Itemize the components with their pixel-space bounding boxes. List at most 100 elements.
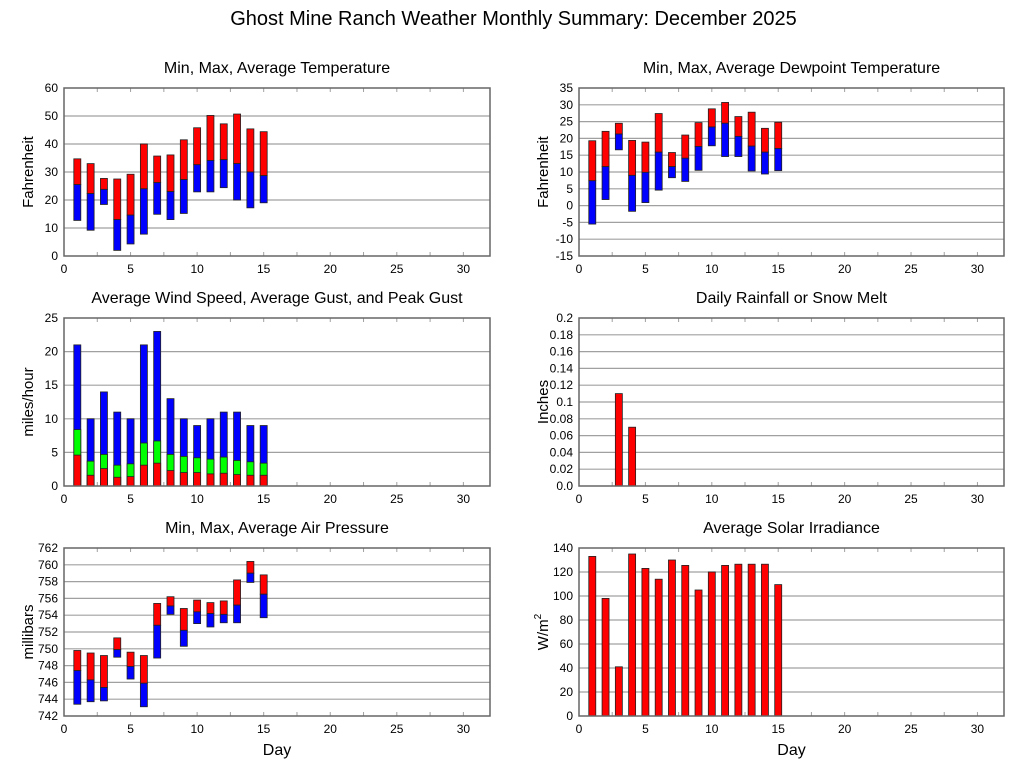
y-tick-label: 0 bbox=[566, 199, 573, 213]
bar bbox=[588, 556, 597, 717]
bar bbox=[734, 563, 743, 717]
plot-frame bbox=[578, 317, 1005, 487]
bar-upper-avg-to-max bbox=[179, 608, 188, 631]
x-tick-label: 5 bbox=[127, 262, 134, 276]
bar-lower-min-to-avg bbox=[668, 166, 676, 179]
bar-lower-min-to-avg bbox=[694, 146, 703, 171]
chart-title: Average Wind Speed, Average Gust, and Pe… bbox=[91, 290, 463, 307]
bar-average-wind-speed bbox=[179, 472, 188, 487]
x-tick-label: 0 bbox=[576, 492, 583, 506]
bar-upper-avg-to-max bbox=[153, 603, 162, 626]
bar-lower-min-to-avg bbox=[86, 193, 95, 231]
bar bbox=[628, 553, 637, 717]
y-tick-label: 750 bbox=[38, 642, 58, 656]
y-tick-label: 60 bbox=[45, 81, 59, 95]
x-tick-label: 30 bbox=[971, 262, 985, 276]
bar-upper-avg-to-max bbox=[601, 130, 610, 168]
bar-lower-min-to-avg bbox=[641, 171, 650, 203]
bar-upper-avg-to-max bbox=[219, 600, 228, 615]
bar-upper-avg-to-max bbox=[86, 163, 95, 194]
x-tick-label: 10 bbox=[190, 262, 204, 276]
y-tick-label: 752 bbox=[38, 625, 58, 639]
bar-average-wind-speed bbox=[139, 464, 148, 487]
bar bbox=[721, 565, 729, 717]
bar-lower-min-to-avg bbox=[193, 611, 202, 625]
bar bbox=[668, 559, 676, 717]
y-tick-label: 0.12 bbox=[550, 378, 574, 392]
y-axis-label: millibars bbox=[20, 604, 37, 659]
x-tick-label: 20 bbox=[838, 262, 852, 276]
bar-lower-min-to-avg bbox=[219, 613, 228, 624]
bar-average-wind-speed bbox=[126, 476, 135, 487]
bar-lower-min-to-avg bbox=[179, 629, 188, 647]
x-tick-label: 15 bbox=[772, 262, 786, 276]
x-tick-label: 15 bbox=[257, 262, 271, 276]
bar bbox=[628, 426, 637, 487]
bar bbox=[614, 666, 623, 717]
bar-lower-min-to-avg bbox=[153, 182, 162, 215]
x-tick-label: 20 bbox=[324, 262, 338, 276]
bar bbox=[774, 584, 783, 717]
bar-lower-min-to-avg bbox=[721, 122, 729, 157]
x-tick-label: 25 bbox=[904, 262, 918, 276]
y-tick-label: 5 bbox=[51, 445, 58, 459]
bar-upper-avg-to-max bbox=[694, 122, 703, 147]
x-tick-label: 15 bbox=[257, 722, 271, 736]
bar-average-wind-speed bbox=[166, 470, 175, 487]
chart-pressure: Min, Max, Average Air Pressure 742 744 746 7… bbox=[20, 520, 491, 759]
x-tick-label: 20 bbox=[324, 722, 338, 736]
bar-lower-min-to-avg bbox=[113, 649, 122, 658]
bar-average-wind-speed bbox=[206, 473, 215, 487]
x-tick-label: 10 bbox=[705, 262, 719, 276]
x-tick-label: 30 bbox=[971, 722, 985, 736]
bar-lower-min-to-avg bbox=[86, 679, 95, 703]
bar-upper-avg-to-max bbox=[166, 596, 175, 607]
bar-upper-avg-to-max bbox=[179, 139, 188, 180]
bar-upper-avg-to-max bbox=[86, 652, 95, 681]
bar-upper-avg-to-max bbox=[73, 650, 82, 672]
x-tick-label: 5 bbox=[642, 492, 649, 506]
y-tick-label: 746 bbox=[38, 675, 58, 689]
bar bbox=[654, 578, 663, 717]
bar-lower-min-to-avg bbox=[126, 666, 135, 680]
x-tick-label: 20 bbox=[838, 722, 852, 736]
y-tick-label: 20 bbox=[560, 685, 574, 699]
y-tick-label: 100 bbox=[553, 589, 573, 603]
y-tick-label: 754 bbox=[38, 608, 58, 622]
bar-average-wind-speed bbox=[100, 468, 108, 487]
y-tick-label: 20 bbox=[45, 193, 59, 207]
bar-lower-min-to-avg bbox=[206, 613, 215, 628]
bar-upper-avg-to-max bbox=[139, 655, 148, 684]
bar-upper-avg-to-max bbox=[246, 128, 255, 173]
bar-upper-avg-to-max bbox=[73, 158, 82, 185]
bar-lower-min-to-avg bbox=[246, 572, 255, 583]
bar-upper-avg-to-max bbox=[654, 113, 663, 153]
bar-average-wind-speed bbox=[153, 462, 162, 487]
bar-lower-min-to-avg bbox=[166, 191, 175, 221]
y-tick-label: 10 bbox=[560, 165, 574, 179]
bar-average-wind-speed bbox=[246, 474, 255, 487]
y-tick-label: 0.18 bbox=[550, 328, 574, 342]
x-tick-label: 5 bbox=[642, 722, 649, 736]
x-tick-label: 0 bbox=[61, 722, 68, 736]
chart-dewpoint: Min, Max, Average Dewpoint Temperature -1… bbox=[535, 60, 1005, 276]
plot-frame bbox=[63, 87, 491, 257]
bar-upper-avg-to-max bbox=[166, 154, 175, 192]
bar-lower-min-to-avg bbox=[139, 188, 148, 235]
y-tick-label: 0 bbox=[51, 479, 58, 493]
bar-upper-avg-to-max bbox=[126, 173, 135, 216]
bar bbox=[614, 393, 623, 487]
bar-upper-avg-to-max bbox=[233, 579, 241, 606]
y-tick-label: 10 bbox=[45, 221, 59, 235]
bar-average-wind-speed bbox=[73, 454, 82, 487]
x-tick-label: 15 bbox=[257, 492, 271, 506]
bar-upper-avg-to-max bbox=[153, 155, 162, 184]
y-tick-label: -5 bbox=[562, 215, 573, 229]
y-tick-label: 748 bbox=[38, 659, 58, 673]
x-tick-label: 10 bbox=[705, 492, 719, 506]
y-tick-label: 40 bbox=[560, 661, 574, 675]
bar-upper-avg-to-max bbox=[233, 113, 241, 165]
x-tick-label: 0 bbox=[576, 722, 583, 736]
x-tick-label: 5 bbox=[127, 722, 134, 736]
